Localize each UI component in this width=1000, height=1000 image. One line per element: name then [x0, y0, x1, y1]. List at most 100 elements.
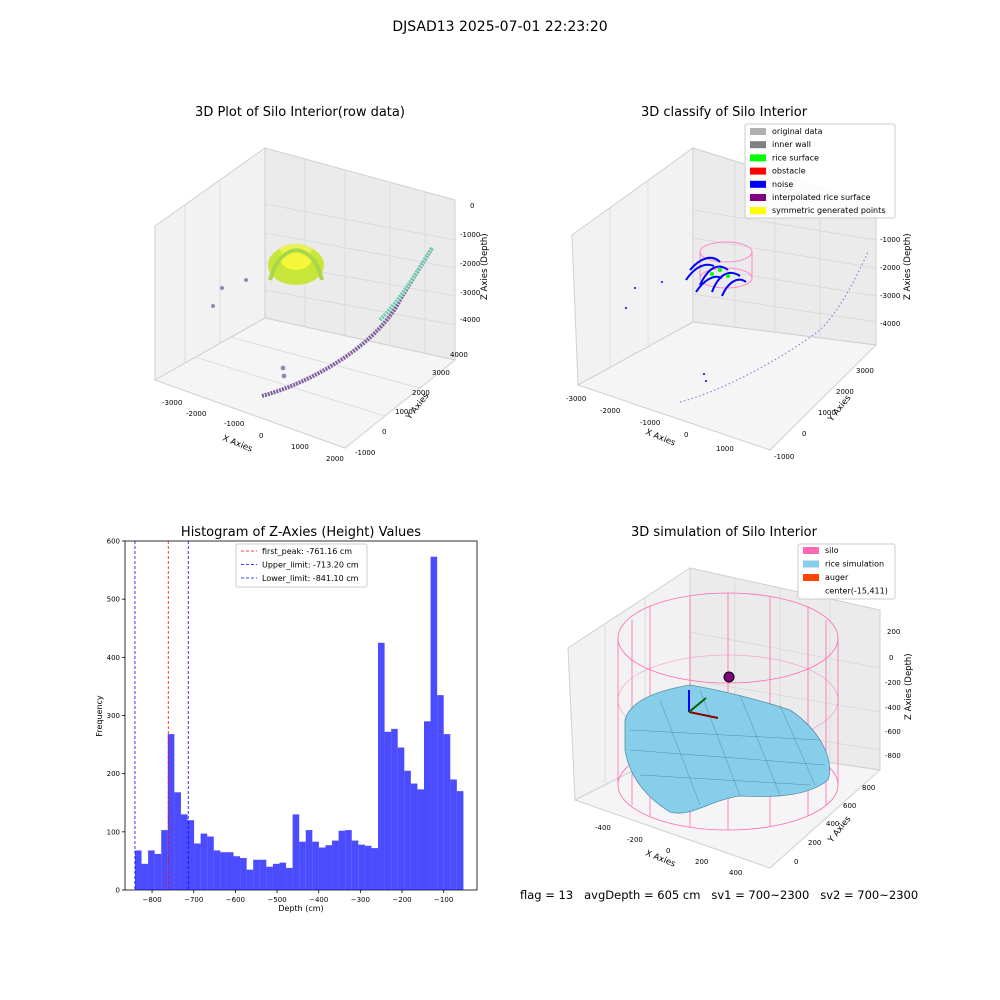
histogram-bar — [266, 866, 273, 890]
histogram-bar — [213, 850, 221, 890]
legend-label: Upper_limit: -713.20 cm — [262, 561, 359, 570]
histogram-bar — [286, 867, 293, 890]
ytick: 2000 — [412, 389, 430, 397]
noise-curve — [679, 251, 869, 403]
ylabel: Frequency — [95, 695, 104, 737]
histogram-bar — [187, 820, 195, 890]
xtick: -3000 — [162, 399, 182, 407]
grid-lines — [609, 161, 877, 368]
legend-swatch — [803, 587, 819, 595]
histogram-bar — [430, 556, 438, 890]
ytick: 0 — [382, 428, 386, 436]
ytick: 0 — [794, 858, 798, 866]
legend-label: silo — [825, 546, 839, 555]
surface-mesh — [629, 689, 826, 806]
ylabel: Y Axies — [826, 814, 854, 846]
legend-swatch — [750, 167, 766, 175]
ytick: 800 — [862, 784, 875, 792]
xtick-label: −600 — [226, 896, 245, 904]
ztick: -2000 — [880, 264, 900, 272]
noise-points — [625, 281, 707, 382]
xlabel: X Axies — [644, 428, 677, 449]
ztick: -4000 — [880, 320, 900, 328]
ztick: -3000 — [880, 292, 900, 300]
histogram-bar — [174, 792, 181, 890]
ytick: 600 — [843, 802, 856, 810]
histogram-bar — [404, 770, 411, 890]
histogram-bar — [351, 840, 359, 890]
ytick: 3000 — [432, 369, 450, 377]
ztick: -600 — [885, 728, 901, 736]
histogram-bar — [384, 731, 392, 890]
legend-classify: original data inner wall rice surface obsta… — [744, 123, 896, 219]
ztick: -400 — [885, 704, 901, 712]
histogram-bar — [194, 843, 201, 890]
histogram-bar — [417, 789, 425, 890]
histogram-bar — [180, 814, 188, 890]
xtick: 400 — [729, 869, 742, 877]
histogram-bar — [424, 721, 431, 890]
ytick-label: 400 — [107, 654, 120, 662]
ytick: 1000 — [818, 409, 836, 417]
legend-swatch — [750, 128, 766, 135]
zlabel: Z Axies (Depth) — [904, 653, 914, 720]
histogram-bar — [279, 862, 287, 890]
histogram-bar — [299, 841, 306, 890]
chart-title-sim: 3D simulation of Silo Interior — [631, 525, 818, 540]
ytick-label: 300 — [107, 712, 120, 720]
xlabel: X Axies — [221, 434, 254, 455]
tick-labels: -3000 -2000 -1000 0 1000 2000 -1000 0 10… — [162, 202, 480, 463]
ytick-label: 200 — [107, 770, 120, 778]
histogram-bar — [338, 830, 346, 890]
histogram-bar — [332, 840, 339, 890]
legend-items: original data inner wall rice surface obsta… — [750, 127, 885, 215]
xtick: -1000 — [640, 419, 660, 427]
legend-swatch — [803, 547, 819, 554]
ztick: -4000 — [460, 316, 480, 324]
xtick: 0 — [666, 847, 670, 855]
histogram-bar — [161, 830, 168, 890]
xtick: 1000 — [716, 445, 734, 453]
xtick-label: −300 — [351, 896, 370, 904]
xlabel: X Axies — [644, 849, 677, 870]
histogram-bar — [371, 848, 379, 890]
histogram-bar — [200, 833, 208, 890]
legend-label: obstacle — [772, 167, 806, 176]
xtick: 0 — [684, 431, 688, 439]
ytick-label: 100 — [107, 828, 120, 836]
panel-3d-raw: 3D Plot of Silo Interior(row data) — [153, 105, 490, 463]
ytick-label: 600 — [107, 538, 120, 546]
ztick: 0 — [889, 654, 893, 662]
rice-surface-points — [710, 268, 730, 278]
xlabel: Depth (cm) — [278, 904, 323, 913]
ztick: 200 — [887, 628, 900, 636]
ytick: 200 — [808, 839, 821, 847]
scan-curve — [261, 246, 434, 398]
histogram-bar — [253, 859, 260, 890]
histogram-bar — [378, 642, 385, 890]
legend-swatch — [803, 560, 819, 568]
ytick: 3000 — [856, 367, 874, 375]
histogram-bar — [220, 852, 227, 890]
histogram-xticks: −800 −700 −600 −500 −400 −300 −200 −100 — [142, 890, 453, 904]
scan-curve-teal — [378, 246, 434, 322]
zlabel: Z Axies (Depth) — [903, 233, 913, 300]
pane-floor — [153, 317, 457, 449]
tick-labels: -3000 -2000 -1000 0 1000 -1000 0 1000 20… — [566, 208, 900, 461]
histogram-bar — [134, 850, 142, 890]
xtick: 1000 — [291, 443, 309, 451]
histogram-bar — [325, 845, 333, 890]
auger-marker — [688, 671, 735, 719]
ytick: 1000 — [395, 408, 413, 416]
histogram-bar — [259, 859, 267, 890]
ytick: 0 — [802, 430, 806, 438]
ztick: -200 — [885, 679, 901, 687]
histogram-bar — [318, 847, 326, 890]
ytick: 400 — [826, 820, 839, 828]
legend-label: first_peak: -761.16 cm — [262, 547, 352, 556]
panel-3d-classify: 3D classify of Silo Interior — [566, 105, 913, 461]
legend-label: inner wall — [772, 140, 811, 149]
xtick: 200 — [695, 858, 708, 866]
xtick: -1000 — [224, 420, 244, 428]
